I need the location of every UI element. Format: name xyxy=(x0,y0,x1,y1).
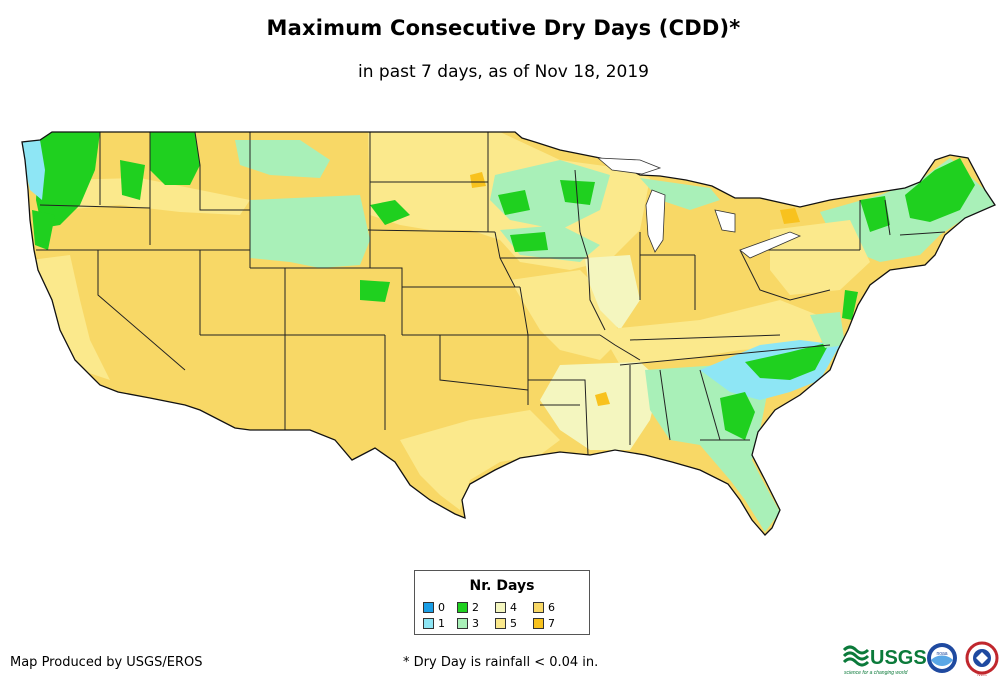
legend-label: 6 xyxy=(548,601,555,614)
usgs-wordmark: USGS xyxy=(870,647,927,669)
legend-item-7: 7 xyxy=(533,618,555,630)
map-title: Maximum Consecutive Dry Days (CDD)* xyxy=(266,16,741,40)
zone-5-new-york xyxy=(770,220,870,295)
zone-7-patch-3 xyxy=(595,392,610,406)
usgs-logo: USGS science for a changing world xyxy=(842,645,927,676)
lake-michigan xyxy=(645,189,666,253)
legend-swatch xyxy=(423,602,434,613)
zone-2-maine xyxy=(905,158,975,222)
zone-2-nj-patch xyxy=(842,290,858,320)
legend-swatch xyxy=(495,618,506,629)
zone-5-ohio-valley xyxy=(600,300,830,365)
cdd-zones xyxy=(22,132,995,532)
lake-huron xyxy=(714,209,736,233)
legend-swatch xyxy=(533,602,544,613)
legend-label: 1 xyxy=(438,617,445,630)
zone-3-upper-midwest xyxy=(490,160,610,230)
zone-2-co-patch xyxy=(360,280,390,302)
legend-item-5: 5 xyxy=(495,618,517,630)
nws-wordmark: NWS xyxy=(977,672,987,677)
zone-2-idaho xyxy=(150,132,200,185)
legend-swatch xyxy=(423,618,434,629)
zone-3-michigan xyxy=(640,178,720,210)
legend: Nr. Days 0 1 2 3 4 5 6 7 xyxy=(414,570,590,635)
zone-3-wyoming xyxy=(250,195,370,268)
zone-7-patch-2 xyxy=(780,208,800,224)
producer-credit: Map Produced by USGS/EROS xyxy=(10,655,203,670)
legend-label: 7 xyxy=(548,617,555,630)
legend-item-1: 1 xyxy=(423,618,445,630)
legend-item-3: 3 xyxy=(457,618,479,630)
legend-swatch xyxy=(457,602,468,613)
legend-swatch xyxy=(495,602,506,613)
noaa-wordmark: noaa xyxy=(936,651,947,657)
zone-2-ia-patch xyxy=(510,232,548,252)
state-boundaries xyxy=(36,132,946,456)
zone-2-wi-patch xyxy=(560,180,595,205)
legend-label: 3 xyxy=(472,617,479,630)
legend-label: 0 xyxy=(438,601,445,614)
agency-logos: USGS science for a changing world noaa N… xyxy=(842,641,999,677)
noaa-logo: noaa xyxy=(927,643,957,673)
legend-item-0: 0 xyxy=(423,602,445,614)
zone-2-oregon-cascades xyxy=(120,160,145,200)
legend-swatch xyxy=(533,618,544,629)
legend-title: Nr. Days xyxy=(469,578,535,594)
zone-1-olympic xyxy=(22,140,45,200)
zone-2-georgia xyxy=(720,392,755,440)
lake-superior xyxy=(596,157,662,175)
zone-5-mid-mississippi xyxy=(510,270,620,360)
zone-2-washington-coast xyxy=(36,132,100,228)
usgs-tagline: science for a changing world xyxy=(844,670,908,676)
zone-2-mn-patch xyxy=(498,190,530,215)
zone-7-patch-1 xyxy=(470,172,486,188)
zone-2-north-coast xyxy=(32,210,55,250)
legend-swatch xyxy=(457,618,468,629)
legend-label: 5 xyxy=(510,617,517,630)
zone-2-vermont xyxy=(860,196,890,232)
dry-day-note: * Dry Day is rainfall < 0.04 in. xyxy=(403,655,599,670)
legend-label: 2 xyxy=(472,601,479,614)
zone-5-california-coast xyxy=(30,255,110,380)
zone-2-sd-patch-1 xyxy=(370,200,410,225)
zone-4-illinois xyxy=(585,255,640,330)
map-subtitle: in past 7 days, as of Nov 18, 2019 xyxy=(358,62,649,82)
legend-item-2: 2 xyxy=(457,602,479,614)
zone-3-montana xyxy=(235,140,330,178)
legend-item-4: 4 xyxy=(495,602,517,614)
zone-3-virginia xyxy=(810,312,845,348)
legend-label: 4 xyxy=(510,601,517,614)
lake-erie xyxy=(739,231,802,259)
zone-5-northwest xyxy=(60,178,250,215)
zone-2-north-carolina xyxy=(745,342,830,380)
zone-5-texas xyxy=(400,410,560,510)
nws-logo: NWS xyxy=(965,641,999,677)
legend-item-6: 6 xyxy=(533,602,555,614)
